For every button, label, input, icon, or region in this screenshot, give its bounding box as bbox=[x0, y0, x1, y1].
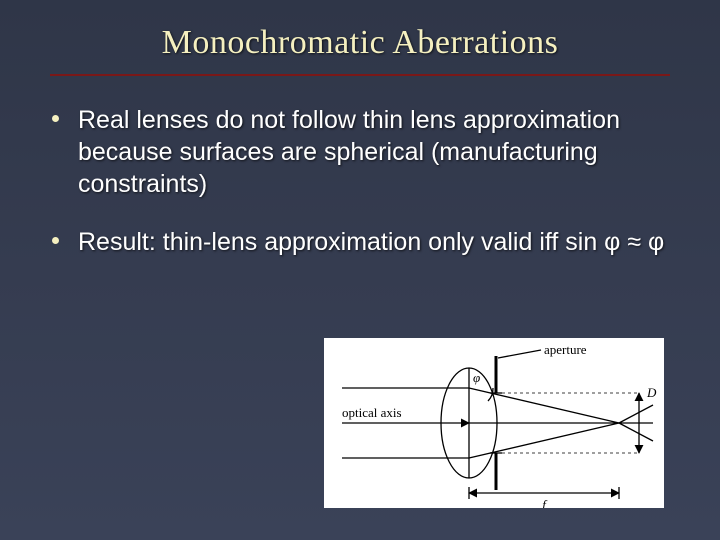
bullet-item: Real lenses do not follow thin lens appr… bbox=[50, 104, 670, 200]
svg-text:D: D bbox=[646, 385, 657, 400]
svg-text:f: f bbox=[542, 497, 548, 508]
slide-title: Monochromatic Aberrations bbox=[50, 24, 670, 62]
bullet-text: Result: thin-lens approximation only val… bbox=[78, 228, 664, 256]
svg-text:φ: φ bbox=[473, 370, 480, 385]
lens-diagram-svg: φ aperture Doptical axis f bbox=[324, 338, 664, 508]
bullet-dot-icon bbox=[52, 115, 59, 122]
slide: Monochromatic Aberrations Real lenses do… bbox=[0, 0, 720, 540]
title-underline bbox=[50, 74, 670, 76]
svg-text:aperture: aperture bbox=[544, 342, 587, 357]
bullet-dot-icon bbox=[52, 237, 59, 244]
lens-diagram: φ aperture Doptical axis f bbox=[324, 338, 664, 508]
svg-text:optical axis: optical axis bbox=[342, 405, 402, 420]
bullet-item: Result: thin-lens approximation only val… bbox=[50, 226, 670, 258]
bullet-text: Real lenses do not follow thin lens appr… bbox=[78, 106, 620, 198]
bullet-list: Real lenses do not follow thin lens appr… bbox=[50, 104, 670, 258]
